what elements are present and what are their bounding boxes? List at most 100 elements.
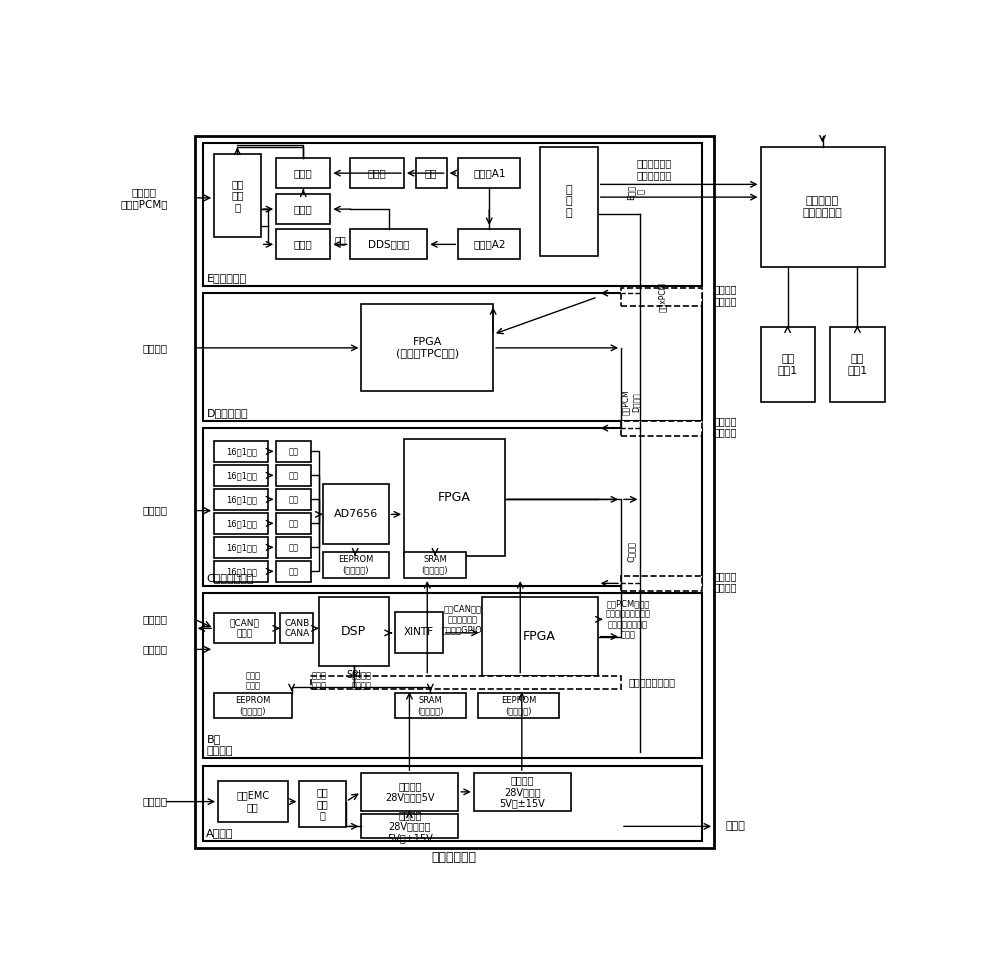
Text: 双CAN收
发消息: 双CAN收 发消息	[229, 618, 259, 638]
Text: 单
片
机: 单 片 机	[565, 185, 572, 218]
Text: 电源EMC
滤波: 电源EMC 滤波	[236, 791, 269, 812]
Text: 16选1模拟: 16选1模拟	[226, 567, 257, 576]
Bar	[395, 612, 443, 654]
Text: FPGA: FPGA	[438, 491, 471, 504]
Text: 电源模块
28V转数字5V: 电源模块 28V转数字5V	[385, 781, 435, 803]
Bar	[214, 693, 292, 719]
Bar	[214, 489, 268, 509]
Text: D板加密编码: D板加密编码	[206, 408, 248, 419]
Text: 秘钥注入: 秘钥注入	[143, 343, 168, 353]
Bar	[202, 429, 702, 585]
Text: FPGA: FPGA	[523, 630, 556, 643]
Bar	[361, 304, 493, 391]
Bar	[350, 158, 404, 188]
Bar	[214, 465, 268, 486]
Bar	[478, 693, 559, 719]
Bar	[474, 773, 571, 810]
Bar	[276, 561, 311, 581]
Bar	[311, 676, 621, 690]
Bar	[395, 693, 466, 719]
Text: SRAM
(数据缓存): SRAM (数据缓存)	[417, 695, 444, 715]
Bar	[202, 766, 702, 841]
Bar	[214, 513, 268, 534]
Bar	[214, 154, 261, 237]
Bar	[214, 614, 275, 644]
Text: 板间总线
（数据）: 板间总线 （数据）	[714, 571, 738, 592]
Bar	[195, 135, 714, 848]
Text: 明文PCM至地测
图像数据请求及接收
遥测单机主从通讯
开关量: 明文PCM至地测 图像数据请求及接收 遥测单机主从通讯 开关量	[606, 599, 650, 640]
Bar	[361, 773, 458, 810]
Text: EEPROM
(程序存储): EEPROM (程序存储)	[338, 555, 373, 575]
Text: 滤波器: 滤波器	[294, 240, 313, 249]
Bar	[202, 293, 702, 421]
Text: 16选1模拟: 16选1模拟	[226, 447, 257, 456]
Bar	[276, 465, 311, 486]
Text: 外部供电: 外部供电	[143, 797, 168, 806]
Bar	[319, 597, 388, 666]
Text: 16选1模拟: 16选1模拟	[226, 470, 257, 480]
Bar	[540, 147, 598, 255]
Bar	[214, 561, 268, 581]
Text: 功率放大器
（射频信号）: 功率放大器 （射频信号）	[803, 196, 842, 217]
Bar	[323, 484, 388, 544]
Text: 防浪
涌电
路: 防浪 涌电 路	[317, 787, 328, 820]
Bar	[276, 158, 330, 188]
Bar	[214, 537, 268, 558]
Text: EEPROM
(程序存储): EEPROM (程序存储)	[501, 695, 536, 715]
Bar	[350, 229, 427, 259]
Text: 射频: 射频	[289, 470, 299, 480]
Bar	[299, 780, 346, 827]
Bar	[830, 327, 885, 402]
Text: 放大管: 放大管	[294, 205, 313, 214]
Text: 传感器: 传感器	[726, 821, 746, 832]
Text: 混频器: 混频器	[294, 169, 313, 178]
Text: B板
数据综合: B板 数据综合	[206, 734, 233, 756]
Bar	[323, 552, 388, 579]
Text: 功放开关控制
天线里双控制: 功放开关控制 天线里双控制	[637, 159, 672, 180]
Text: A板电源: A板电源	[206, 828, 234, 839]
Text: 发射
天线1: 发射 天线1	[847, 354, 868, 375]
Text: FPGA
(加密、TPC编码): FPGA (加密、TPC编码)	[396, 337, 459, 358]
Text: 锁相环A2: 锁相环A2	[473, 240, 506, 249]
Bar	[276, 537, 311, 558]
Text: AD7656: AD7656	[333, 509, 378, 519]
Text: 射频: 射频	[289, 543, 299, 552]
Text: 综合测量单元: 综合测量单元	[432, 850, 477, 864]
Bar	[761, 327, 815, 402]
Text: 射频信号
（密文PCM）: 射频信号 （密文PCM）	[120, 187, 168, 208]
Text: 中频: 中频	[335, 235, 346, 244]
Text: XINTF: XINTF	[404, 627, 434, 638]
Text: 电源模块
28V转模拟
5V、±15V: 电源模块 28V转模拟 5V、±15V	[499, 775, 545, 808]
Bar	[218, 780, 288, 822]
Text: SPI: SPI	[346, 670, 361, 680]
Text: 装订参
数写入: 装订参 数写入	[245, 671, 260, 691]
Bar	[214, 441, 268, 462]
Bar	[404, 439, 505, 555]
Bar	[276, 441, 311, 462]
Bar	[621, 288, 702, 306]
Text: E板数字调频: E板数字调频	[206, 274, 246, 283]
Text: C板模拟量采集: C板模拟量采集	[206, 574, 254, 583]
Bar	[276, 194, 330, 224]
Text: SRAM
(数据缓存): SRAM (数据缓存)	[422, 555, 448, 575]
Text: 控制总线: 控制总线	[143, 615, 168, 624]
Bar	[361, 814, 458, 839]
Text: C板总线: C板总线	[627, 542, 636, 562]
Text: EEPROM
(数据存储): EEPROM (数据存储)	[235, 695, 271, 715]
Bar	[276, 229, 330, 259]
Text: 射频: 射频	[289, 567, 299, 576]
Text: 板间总线（供电）: 板间总线（供电）	[629, 677, 676, 688]
Text: 板间总线
（数据）: 板间总线 （数据）	[714, 284, 738, 306]
Text: 16选1模拟: 16选1模拟	[226, 519, 257, 528]
Text: 电源模块
28V转传感器
5V、±15V: 电源模块 28V转传感器 5V、±15V	[387, 809, 433, 843]
Text: 明文xPCM: 明文xPCM	[658, 281, 667, 312]
Text: 放大管: 放大管	[368, 169, 386, 178]
Bar	[482, 597, 598, 676]
Text: 锁相环A1: 锁相环A1	[473, 169, 506, 178]
Bar	[276, 513, 311, 534]
Bar	[458, 229, 520, 259]
Text: 滤波
及放
大: 滤波 及放 大	[231, 179, 244, 212]
Bar	[458, 158, 520, 188]
Bar	[202, 593, 702, 758]
Bar	[280, 614, 313, 644]
